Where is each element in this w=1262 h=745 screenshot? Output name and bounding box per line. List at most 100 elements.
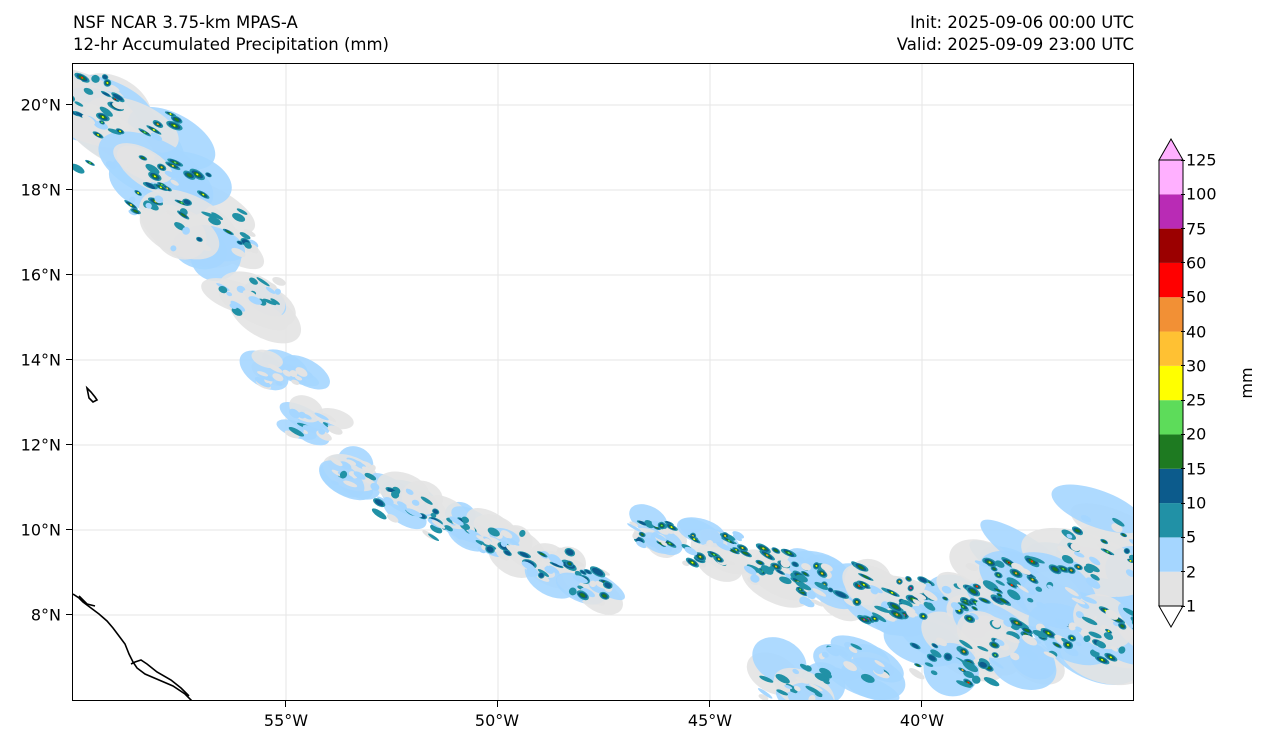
precip-cell	[1112, 621, 1120, 627]
precip-cell	[869, 585, 883, 594]
precip-cell	[595, 580, 607, 589]
precip-cell	[1075, 641, 1082, 647]
precip-cell	[1081, 616, 1098, 626]
precip-cell	[792, 668, 800, 675]
precip-cell	[874, 660, 885, 668]
precip-cell	[1070, 542, 1081, 552]
precip-cell	[784, 684, 793, 690]
precip-cell	[164, 170, 178, 179]
precip-cell	[101, 116, 104, 118]
precip-cell	[275, 381, 283, 386]
precip-cell	[820, 563, 833, 572]
colorbar-tick	[1181, 331, 1185, 333]
precip-cell	[941, 585, 952, 594]
lon-label-40w: 40°W	[899, 711, 945, 730]
colorbar-tick	[1181, 399, 1185, 401]
precip-cell	[346, 457, 360, 465]
precip-cell	[302, 425, 316, 433]
precip-cell	[573, 575, 588, 584]
precip-cell	[891, 591, 894, 594]
precip-cell	[431, 520, 446, 529]
precip-cell	[907, 577, 910, 581]
precip-cell	[808, 695, 816, 700]
precip-cell	[891, 604, 899, 610]
precip-cell	[1026, 651, 1038, 661]
precip-cell	[1071, 597, 1086, 605]
precip-cell	[539, 553, 545, 556]
precip-cell	[808, 683, 823, 692]
precip-cell	[962, 650, 965, 653]
precip-cell	[906, 609, 916, 618]
precip-cell	[1010, 584, 1013, 586]
precip-cell	[1010, 652, 1020, 661]
precip-cell	[638, 520, 647, 526]
colorbar-tick-label: 2	[1186, 562, 1197, 582]
precip-cell	[1023, 632, 1028, 636]
precip-cell	[997, 574, 1000, 576]
precip-cell	[267, 363, 283, 373]
precip-cell	[146, 155, 155, 161]
precip-cell	[821, 572, 824, 575]
precip-cell	[801, 563, 812, 571]
precip-cell	[160, 166, 163, 169]
precip-cell	[231, 307, 243, 316]
precip-cell	[773, 549, 778, 552]
precip-cell	[202, 193, 205, 196]
precip-cell	[1111, 523, 1123, 533]
precip-cell	[969, 612, 979, 620]
precip-cell	[1070, 569, 1073, 572]
precip-cell	[670, 526, 673, 528]
lat-tick	[66, 529, 72, 530]
colorbar	[1158, 138, 1184, 628]
precip-cell	[374, 499, 384, 506]
colorbar-swatch	[1159, 331, 1183, 366]
precip-cell	[930, 670, 938, 676]
precip-cell	[107, 128, 122, 135]
lat-label-10n: 10°N	[20, 520, 61, 540]
precip-cell	[1106, 550, 1109, 553]
precip-cell	[288, 408, 301, 419]
precip-cell	[519, 551, 529, 558]
precip-cell	[141, 156, 145, 160]
precip-cell	[731, 549, 737, 553]
precip-cell	[411, 499, 420, 506]
precip-cell	[126, 163, 140, 173]
map-panel[interactable]	[72, 63, 1134, 701]
colorbar-extend-min	[1158, 605, 1184, 628]
coastline-south-america	[73, 593, 193, 700]
lon-tick	[285, 701, 286, 707]
precip-cell	[803, 572, 808, 576]
precip-cell	[970, 588, 977, 594]
precip-shield	[153, 210, 207, 260]
precip-cell	[857, 564, 864, 570]
precip-cell	[814, 672, 830, 682]
precip-cell	[284, 430, 300, 439]
precip-cell	[636, 540, 647, 549]
precip-cell	[814, 581, 829, 590]
precip-cell	[145, 202, 152, 209]
model-title: NSF NCAR 3.75-km MPAS-A	[73, 13, 298, 32]
precip-cell	[1007, 589, 1021, 601]
precip-cell	[712, 553, 716, 556]
precip-cell	[863, 618, 866, 621]
precip-cell	[919, 577, 927, 583]
precip-cell	[74, 101, 84, 107]
precip-cell	[302, 413, 312, 420]
precip-cell	[911, 643, 919, 649]
colorbar-swatch	[1159, 194, 1183, 229]
lat-tick	[66, 104, 72, 105]
precip-cell	[574, 570, 582, 577]
precip-cell	[505, 545, 520, 555]
precip-cell	[717, 558, 720, 561]
precip-cell	[828, 588, 833, 592]
precip-cell	[405, 488, 414, 495]
precip-cell	[750, 574, 760, 583]
colorbar-unit-label: mm	[1237, 367, 1257, 399]
precip-cell	[1077, 566, 1080, 568]
precip-cell	[799, 596, 807, 605]
precip-cell	[881, 612, 896, 622]
colorbar-tick-label: 50	[1186, 287, 1207, 307]
precip-cell	[995, 580, 1005, 586]
precip-cell	[585, 569, 591, 574]
precip-cell	[218, 286, 228, 294]
